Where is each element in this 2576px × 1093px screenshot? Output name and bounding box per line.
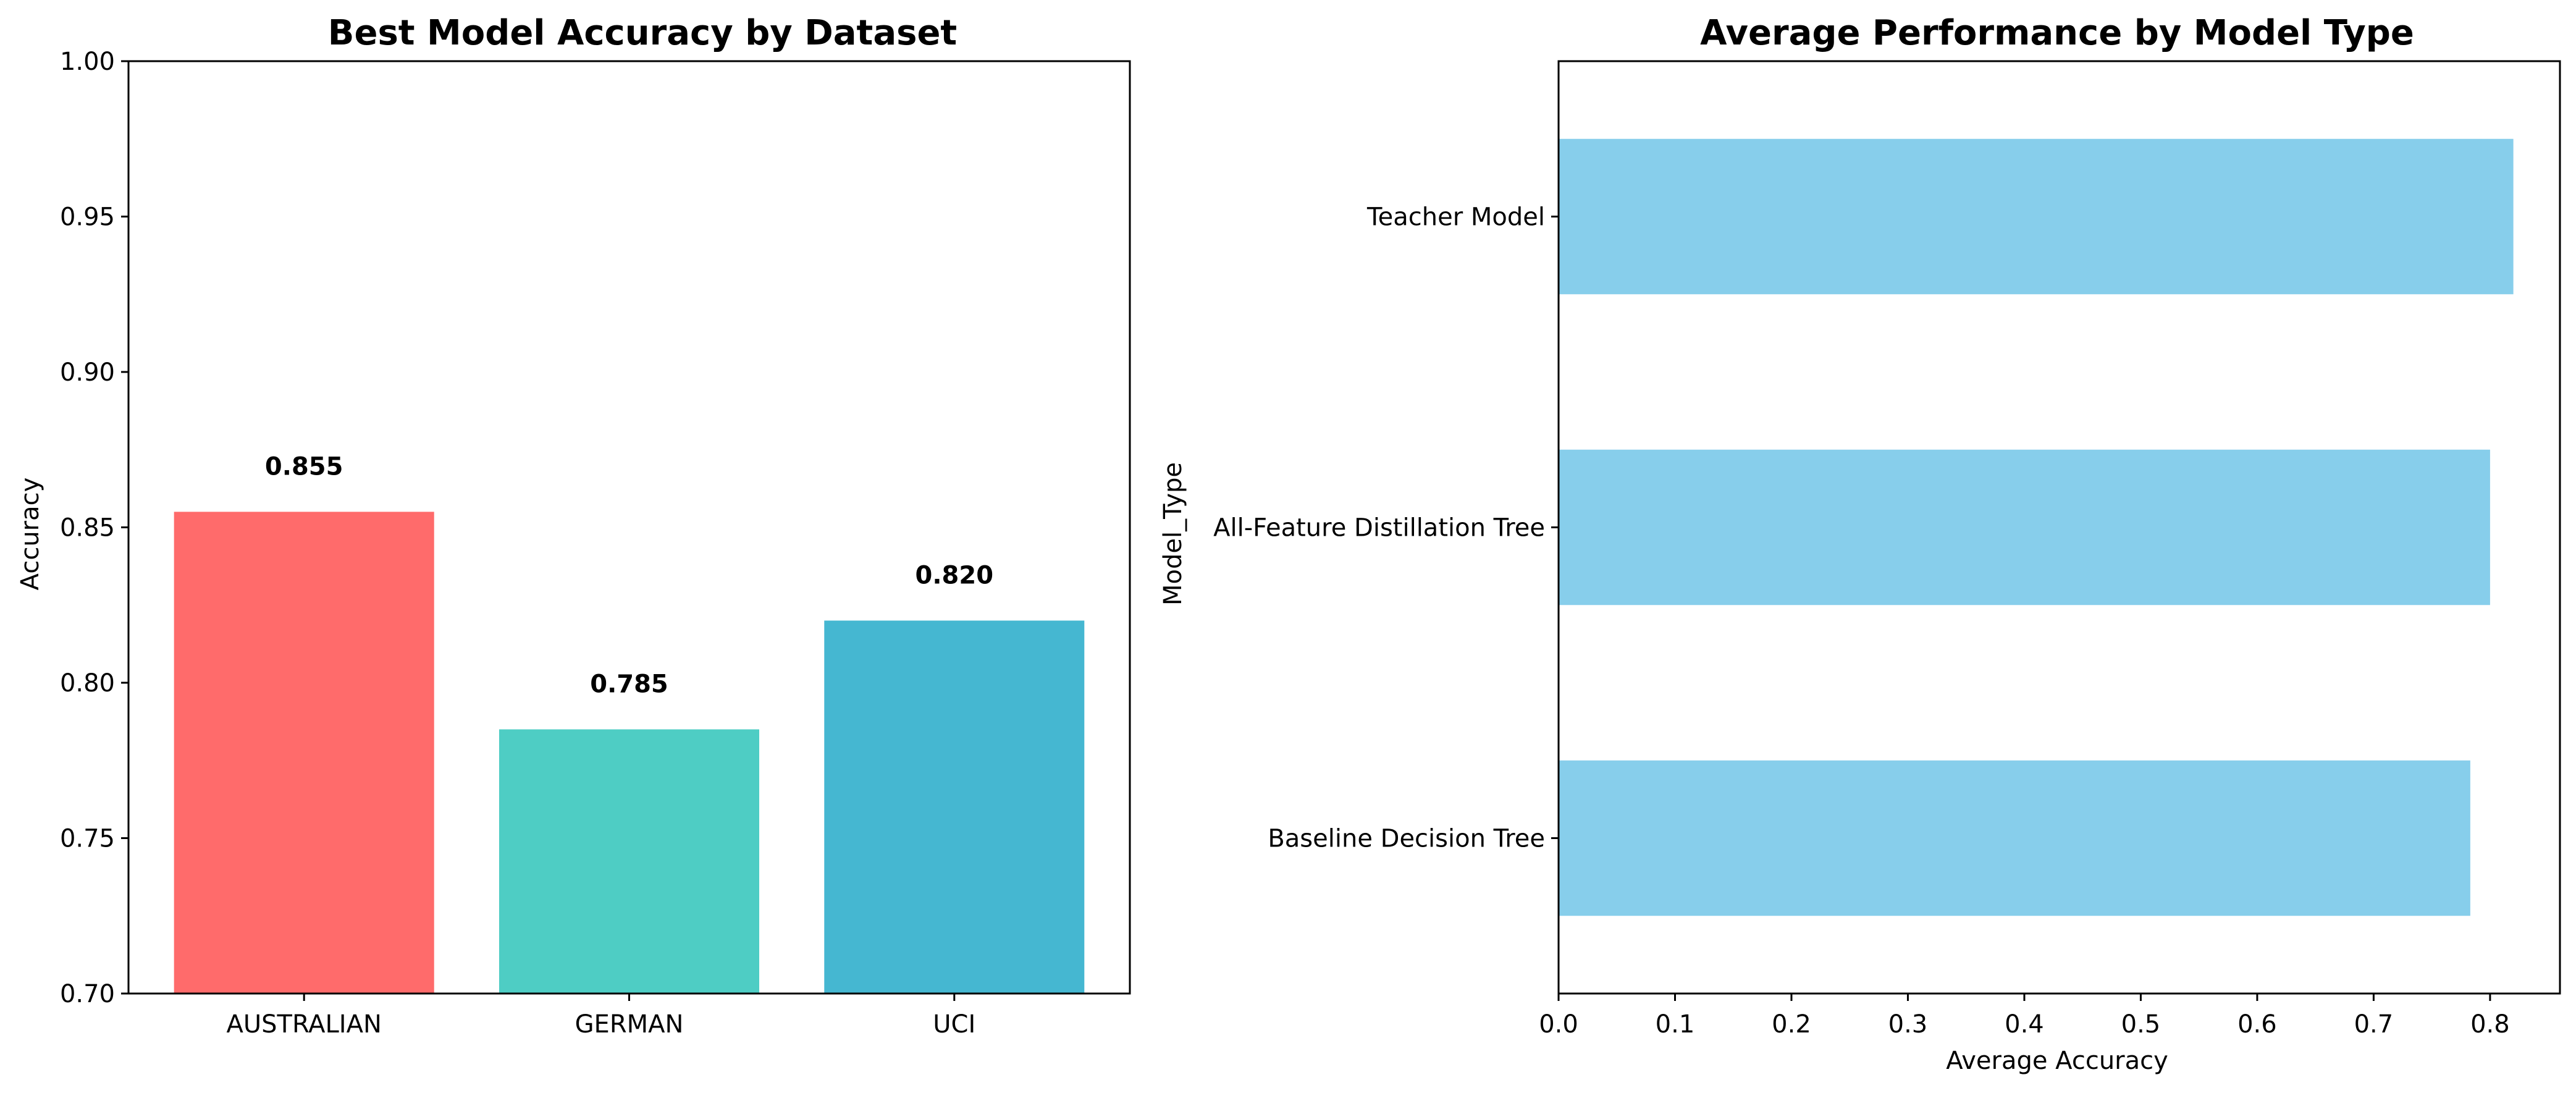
- x-tick-label: 0.4: [2005, 1010, 2044, 1039]
- y-tick-label: 0.80: [60, 669, 115, 698]
- y-tick-label: 0.75: [60, 825, 115, 853]
- chart-title-left: Best Model Accuracy by Dataset: [328, 13, 957, 53]
- bar-value-label-australian: 0.855: [265, 452, 343, 481]
- bar-value-label-uci: 0.820: [915, 561, 994, 589]
- y-tick-label: 0.85: [60, 514, 115, 542]
- x-ticks-left: AUSTRALIAN GERMAN UCI: [227, 994, 975, 1039]
- bar-all-feature-distillation-tree: [1559, 449, 2490, 606]
- y-tick-label-all-feature-distillation-tree: All-Feature Distillation Tree: [1213, 514, 1545, 542]
- x-tick-label: 0.7: [2354, 1010, 2394, 1039]
- plot-frame-right: [1557, 60, 2561, 995]
- bar-value-label-german: 0.785: [590, 670, 668, 698]
- x-tick-label: 0.1: [1656, 1010, 1695, 1039]
- bar-value-labels-left: 0.855 0.785 0.820: [265, 452, 993, 698]
- y-axis-label-right: Model_Type: [1159, 462, 1187, 606]
- y-tick-label-baseline-decision-tree: Baseline Decision Tree: [1268, 825, 1545, 853]
- y-tick-label: 0.95: [60, 203, 115, 232]
- bar-teacher-model: [1559, 138, 2514, 295]
- x-tick-label: 0.8: [2470, 1010, 2510, 1039]
- x-ticks-right: 0.0 0.1 0.2 0.3 0.4 0.5 0.6 0.7 0.8: [1539, 994, 2510, 1039]
- accuracy-by-dataset-chart: Best Model Accuracy by Dataset Accuracy …: [16, 13, 1131, 1039]
- y-ticks-right: Baseline Decision Tree All-Feature Distil…: [1213, 203, 1559, 853]
- bar-baseline-decision-tree: [1559, 760, 2470, 916]
- y-ticks-left: 0.70 0.75 0.80 0.85 0.90 0.95 1.00: [60, 48, 128, 1008]
- x-tick-label: 0.5: [2121, 1010, 2161, 1039]
- x-tick-label-german: GERMAN: [575, 1010, 684, 1039]
- plot-frame-left: [127, 60, 1131, 995]
- bars-right: [1559, 138, 2514, 916]
- bars-left: [174, 512, 1085, 994]
- bar-uci: [824, 620, 1085, 994]
- x-axis-label-right: Average Accuracy: [1946, 1047, 2168, 1075]
- bar-german: [499, 729, 760, 994]
- x-tick-label-uci: UCI: [933, 1010, 975, 1039]
- bar-australian: [174, 512, 434, 994]
- x-tick-label: 0.3: [1888, 1010, 1928, 1039]
- y-tick-label: 0.90: [60, 358, 115, 387]
- x-tick-label-australian: AUSTRALIAN: [227, 1010, 382, 1039]
- y-tick-label-teacher-model: Teacher Model: [1366, 203, 1545, 232]
- y-axis-label-left: Accuracy: [16, 478, 44, 591]
- y-tick-label: 1.00: [60, 48, 115, 76]
- x-tick-label: 0.6: [2237, 1010, 2277, 1039]
- performance-by-model-type-chart: Average Performance by Model Type Model_…: [1159, 13, 2561, 1075]
- x-tick-label: 0.2: [1772, 1010, 1811, 1039]
- chart-title-right: Average Performance by Model Type: [1700, 13, 2414, 53]
- x-tick-label: 0.0: [1539, 1010, 1578, 1039]
- y-tick-label: 0.70: [60, 980, 115, 1008]
